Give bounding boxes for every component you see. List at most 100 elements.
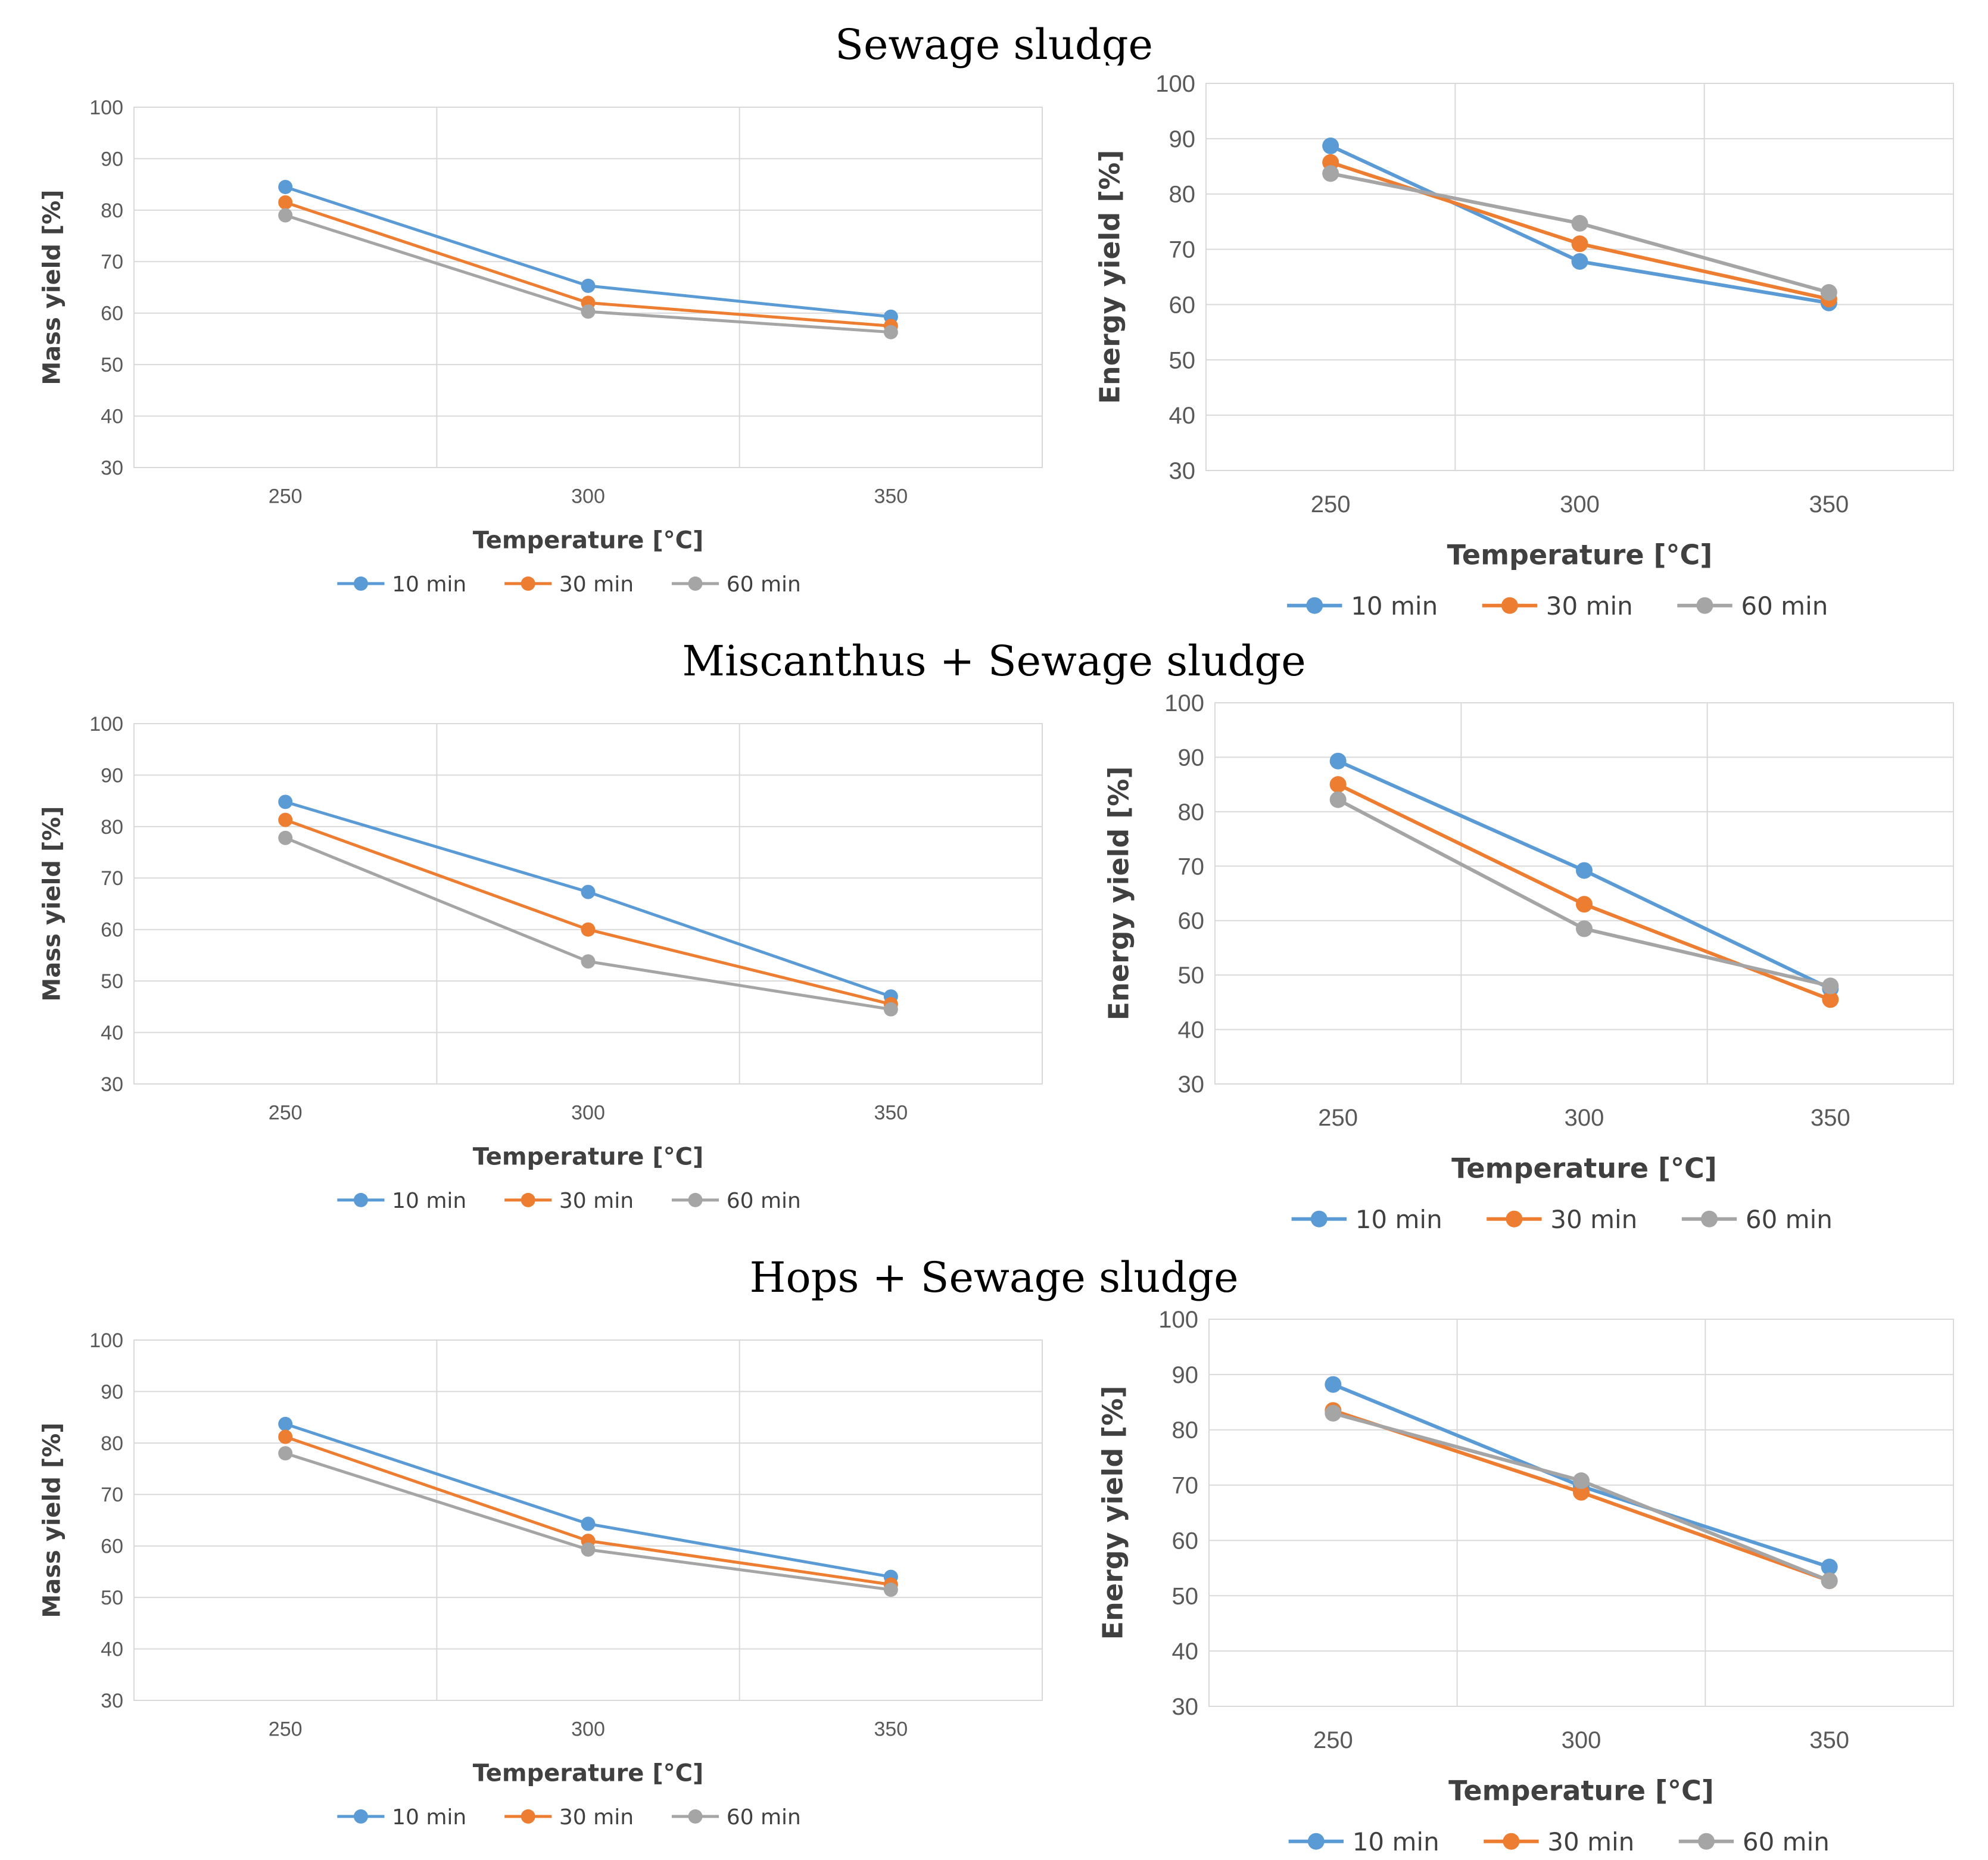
legend-marker <box>521 1192 535 1207</box>
legend-label: 60 min <box>1746 1205 1833 1234</box>
energy-yield-chart-sewage-sludge: 30 40 50 60 70 80 90 100 250 300 350 Temperature [°… <box>1078 66 1965 625</box>
data-point-60-min <box>1821 1572 1838 1590</box>
x-tick-label: 350 <box>874 1102 908 1124</box>
x-axis-title: Temperature [°C] <box>473 1144 704 1171</box>
legend-marker <box>1698 1833 1715 1850</box>
section-title-miscanthus-sewage-sludge: Miscanthus + Sewage sludge <box>682 637 1306 686</box>
mass-yield-chart-miscanthus: 30 40 50 60 70 80 90 100 250 300 350 Temperature [°… <box>24 700 1060 1224</box>
legend-marker <box>688 1192 703 1207</box>
legend-label: 30 min <box>1546 591 1633 621</box>
y-tick-label: 30 <box>1169 458 1196 484</box>
y-tick-label: 80 <box>101 816 123 839</box>
legend-marker <box>1310 1210 1328 1227</box>
legend-label: 60 min <box>727 1189 801 1213</box>
energy-yield-chart-hops: 30 40 50 60 70 80 90 100 250 300 350 Temperature [°… <box>1078 1301 1965 1858</box>
data-point-60-min <box>883 325 898 339</box>
data-point-60-min <box>581 954 596 969</box>
y-tick-label: 80 <box>1178 799 1205 825</box>
y-tick-label: 30 <box>1172 1694 1199 1720</box>
x-tick-label: 350 <box>1811 1105 1850 1131</box>
y-tick-label: 50 <box>101 1587 123 1609</box>
y-tick-label: 90 <box>1178 744 1205 771</box>
data-point-10-min <box>581 884 596 899</box>
mass-yield-chart-hops: 30 40 50 60 70 80 90 100 250 300 350 Temperature [°… <box>24 1316 1060 1840</box>
x-tick-label: 250 <box>269 1718 303 1741</box>
y-tick-label: 90 <box>101 1381 123 1403</box>
x-tick-label: 350 <box>1809 1727 1849 1753</box>
legend-marker <box>688 1809 703 1824</box>
y-tick-label: 100 <box>1164 690 1204 716</box>
data-point-30-min <box>1573 1484 1590 1501</box>
y-tick-label: 70 <box>1178 853 1205 880</box>
y-tick-label: 60 <box>101 303 123 325</box>
y-tick-label: 60 <box>1178 908 1205 934</box>
x-tick-label: 300 <box>1562 1727 1601 1753</box>
y-tick-label: 40 <box>101 1638 123 1660</box>
data-point-30-min <box>1576 896 1593 913</box>
legend-label: 60 min <box>727 572 801 597</box>
y-tick-label: 50 <box>101 354 123 376</box>
legend-marker <box>353 1192 368 1207</box>
data-point-60-min <box>1573 1472 1590 1490</box>
x-axis-title: Temperature [°C] <box>473 1760 704 1787</box>
data-point-60-min <box>278 830 293 845</box>
legend-marker <box>1696 597 1713 614</box>
y-tick-label: 40 <box>1172 1638 1199 1665</box>
y-axis-title: Mass yield [%] <box>39 1422 66 1618</box>
legend-label: 10 min <box>392 1805 466 1830</box>
plot-area-border <box>1208 1319 1954 1707</box>
y-tick-label: 90 <box>101 148 123 170</box>
data-point-10-min <box>1821 1559 1838 1575</box>
legend-label: 10 min <box>392 572 466 597</box>
legend-marker <box>1503 1833 1520 1850</box>
y-axis-title: Energy yield [%] <box>1094 150 1126 404</box>
y-tick-label: 40 <box>101 405 123 428</box>
data-point-10-min <box>581 278 596 293</box>
data-point-10-min <box>278 1416 293 1431</box>
plot-area-border <box>133 723 1043 1085</box>
y-tick-label: 80 <box>101 200 123 222</box>
y-tick-label: 100 <box>89 713 123 736</box>
legend-marker <box>353 1809 368 1824</box>
legend-marker <box>521 1809 535 1824</box>
legend-marker <box>1307 1833 1325 1850</box>
data-point-30-min <box>1329 776 1347 793</box>
data-point-60-min <box>581 1542 596 1557</box>
data-point-30-min <box>278 195 293 210</box>
y-tick-label: 100 <box>89 96 123 119</box>
data-point-60-min <box>278 208 293 223</box>
y-axis-title: Energy yield [%] <box>1097 1386 1129 1640</box>
y-tick-label: 80 <box>1172 1417 1199 1444</box>
y-tick-label: 60 <box>1172 1528 1199 1554</box>
x-axis-title: Temperature [°C] <box>1447 538 1713 571</box>
legend-label: 30 min <box>559 1805 634 1830</box>
x-tick-label: 250 <box>269 485 303 508</box>
legend-marker <box>1501 597 1518 614</box>
y-tick-label: 90 <box>101 764 123 787</box>
legend-label: 60 min <box>727 1805 801 1830</box>
legend-label: 30 min <box>559 1189 634 1213</box>
data-point-60-min <box>1325 1404 1342 1422</box>
y-tick-label: 70 <box>101 867 123 890</box>
chart-svg: 30 40 50 60 70 80 90 100 250 300 350 Temperature [°… <box>24 1316 1060 1840</box>
chart-frame <box>1078 685 1965 1245</box>
legend-label: 60 min <box>1741 591 1828 621</box>
x-tick-label: 350 <box>874 485 908 508</box>
data-point-10-min <box>1571 253 1588 270</box>
y-tick-label: 50 <box>101 970 123 993</box>
x-tick-label: 250 <box>269 1102 303 1124</box>
plot-area-border <box>133 107 1043 468</box>
data-point-10-min <box>1329 752 1347 769</box>
energy-yield-chart-miscanthus: 30 40 50 60 70 80 90 100 250 300 350 Temperature [°… <box>1078 685 1965 1245</box>
mass-yield-chart-sewage-sludge: 30 40 50 60 70 80 90 100 250 300 350 Temperature [°… <box>24 83 1060 607</box>
legend-marker <box>1701 1210 1718 1227</box>
y-tick-label: 40 <box>101 1021 123 1044</box>
legend-label: 10 min <box>1356 1205 1442 1234</box>
y-tick-label: 30 <box>101 457 123 479</box>
y-tick-label: 70 <box>1172 1473 1199 1499</box>
data-point-60-min <box>1576 920 1593 937</box>
data-point-60-min <box>1820 284 1837 301</box>
data-point-30-min <box>581 922 596 937</box>
y-tick-label: 80 <box>1169 182 1196 208</box>
chart-svg: 30 40 50 60 70 80 90 100 250 300 350 Temperature [°… <box>24 700 1060 1224</box>
